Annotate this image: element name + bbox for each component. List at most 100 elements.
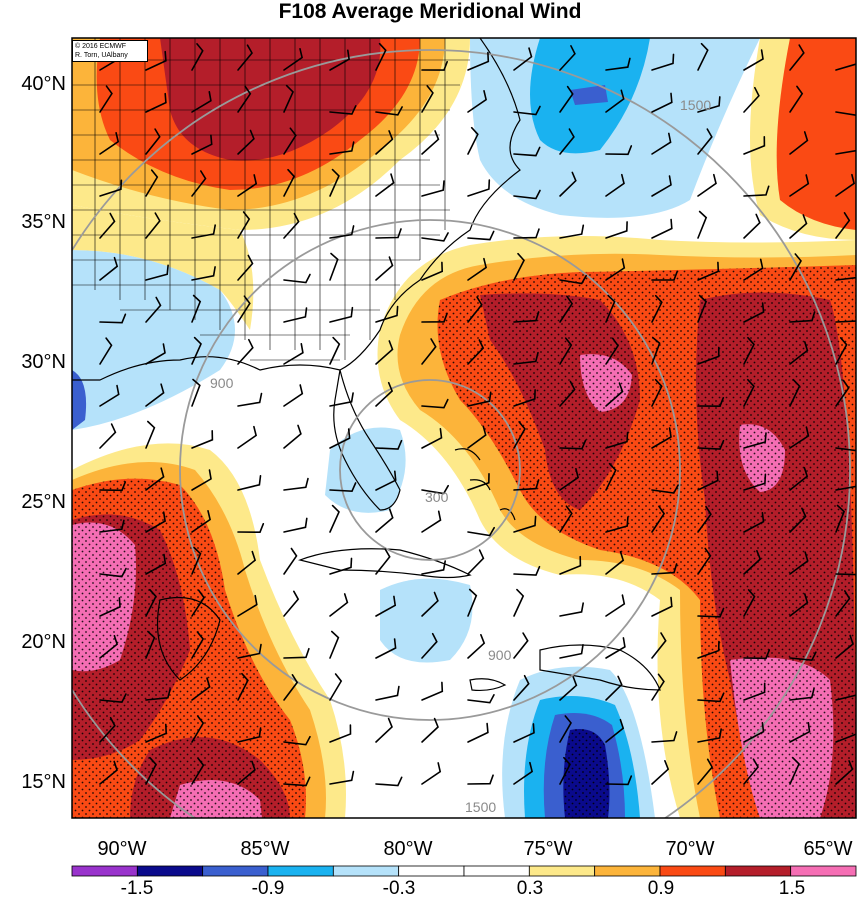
colorbar-label: -1.5: [121, 878, 154, 899]
colorbar: [71, 865, 857, 877]
wind-barb: [421, 560, 446, 575]
wind-barb: [237, 523, 265, 534]
stipple-overlay: [72, 265, 856, 818]
wind-barb: [191, 715, 205, 743]
wind-barb: [329, 724, 352, 743]
wind-barb: [237, 129, 255, 155]
wind-barb: [789, 253, 802, 281]
wind-barb: [191, 266, 216, 281]
wind-barb: [283, 84, 294, 113]
wind-barb: [605, 173, 625, 197]
wind-barb: [421, 510, 442, 533]
wind-barb: [513, 565, 541, 576]
wind-barb: [835, 447, 856, 452]
wind-barb: [237, 211, 251, 239]
wind-barb: [559, 45, 576, 71]
wind-barb: [329, 306, 354, 323]
wind-barb: [375, 381, 394, 407]
colorbar-swatch: [136, 865, 204, 877]
wind-barb: [697, 294, 708, 323]
coastlines: [72, 38, 661, 692]
wind-barb: [743, 550, 762, 575]
contour-label: 1500: [680, 97, 711, 113]
wind-barb: [99, 423, 117, 449]
wind-barb: [145, 553, 167, 575]
wind-barb: [145, 296, 162, 323]
wind-barb: [99, 384, 120, 407]
wind-barb: [651, 673, 665, 701]
wind-barb: [329, 630, 340, 659]
wind-barb: [145, 511, 166, 533]
wind-barb: [559, 439, 587, 450]
contour-label: 1500: [465, 799, 496, 815]
wind-barb: [697, 261, 720, 281]
wind-barb: [513, 761, 534, 785]
wind-barb: [375, 173, 395, 197]
colorbar-label: -0.9: [252, 878, 285, 899]
wind-barb: [605, 551, 625, 575]
wind-barb: [697, 173, 717, 197]
wind-barb: [789, 341, 809, 365]
wind-barb: [329, 105, 357, 115]
contour-label: 900: [488, 647, 512, 663]
wind-barb: [375, 638, 397, 659]
wind-barb: [329, 504, 340, 533]
wind-barb: [835, 504, 846, 533]
colorbar-swatch: [594, 865, 661, 877]
wind-barb: [559, 644, 584, 659]
wind-barb: [329, 428, 351, 449]
wind-barb: [789, 85, 804, 113]
wind-barb: [191, 43, 204, 71]
wind-barb: [743, 473, 767, 491]
latitude-labels: 40°N 35°N 30°N 25°N 20°N 15°N: [21, 73, 66, 793]
colorbar-label: 0.9: [648, 878, 674, 899]
wind-barb: [835, 724, 856, 743]
wind-barb: [191, 546, 202, 575]
wind-barb: [559, 756, 571, 785]
wind-barb: [467, 126, 479, 155]
wind-barb: [421, 591, 439, 617]
colorbar-swatch: [267, 865, 334, 877]
wind-barb: [651, 218, 673, 239]
wind-barb: [789, 507, 807, 533]
wind-barb: [651, 294, 663, 323]
map-panel: [72, 38, 856, 818]
wind-barb: [375, 717, 393, 743]
wind-barb: [789, 378, 801, 407]
wind-barb: [283, 168, 296, 197]
wind-barb: [99, 634, 119, 659]
wind-barb: [835, 320, 856, 323]
wind-barb: [789, 214, 808, 239]
wind-barb: [99, 693, 127, 704]
wind-barb: [513, 47, 533, 71]
wind-barb: [743, 213, 761, 239]
wind-barb: [743, 511, 765, 533]
credit-line: R. Torn, UAlbany: [75, 52, 128, 59]
wind-barb: [191, 430, 214, 449]
wind-barb: [375, 130, 394, 155]
wind-barb: [329, 225, 355, 239]
wind-barb: [513, 479, 540, 491]
wind-barb: [237, 727, 262, 743]
wind-barb: [421, 632, 438, 659]
wind-barb: [375, 439, 403, 450]
wind-barb: [237, 338, 254, 365]
wind-barb: [789, 687, 815, 701]
wind-barb: [559, 467, 580, 491]
wind-barb: [743, 336, 755, 365]
wind-barb: [743, 302, 765, 323]
wind-barb: [421, 428, 443, 449]
wind-barb: [421, 338, 437, 365]
wind-barb: [145, 128, 161, 155]
wind-barb: [743, 86, 760, 113]
wind-barb: [467, 179, 491, 197]
wind-barb: [467, 296, 483, 323]
wind-barb: [99, 313, 127, 324]
wind-barb: [283, 343, 304, 365]
wind-barb: [743, 432, 767, 449]
wind-barb: [145, 420, 156, 449]
wind-barb: [789, 551, 809, 575]
wind-barb: [99, 337, 113, 365]
wind-barb: [605, 431, 629, 449]
lon-label: 85°W: [240, 838, 289, 860]
